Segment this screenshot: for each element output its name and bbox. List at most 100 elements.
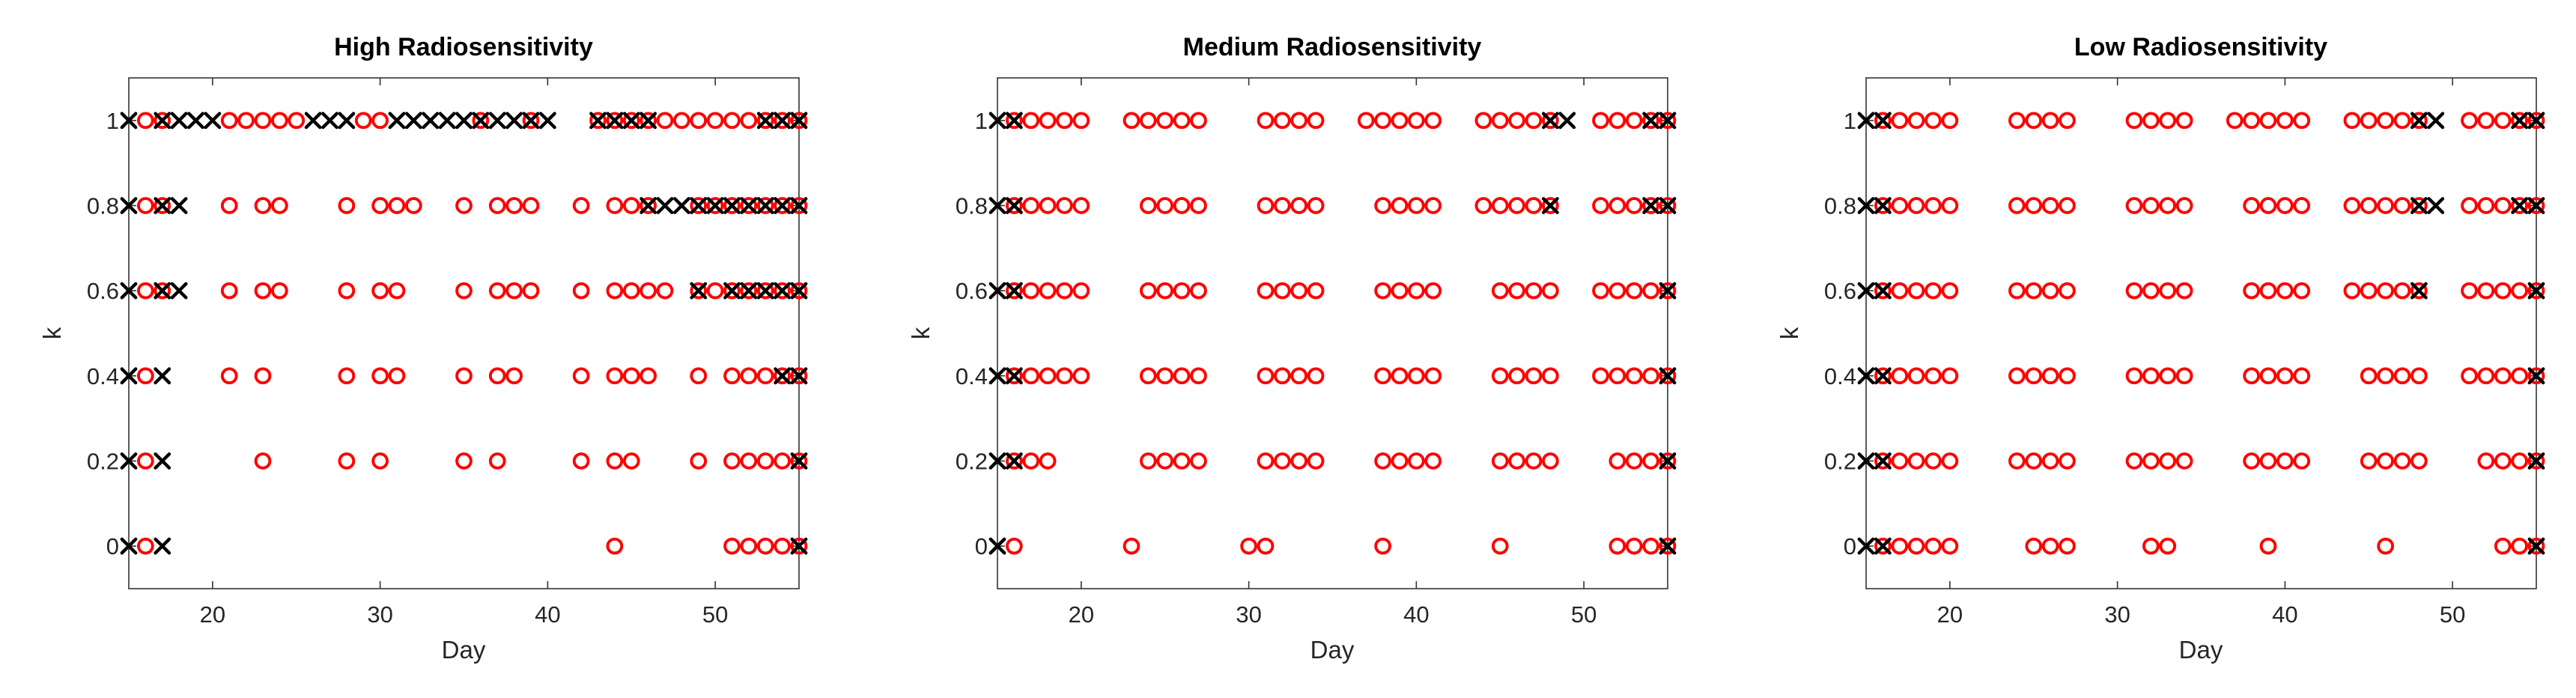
circle-marker	[2360, 367, 2378, 385]
circle-marker	[1907, 197, 1925, 214]
circle-marker	[2243, 112, 2260, 130]
circle-marker	[1891, 197, 1909, 214]
x-tick-label: 50	[2440, 601, 2465, 628]
circle-marker	[622, 197, 640, 214]
circle-marker	[1609, 537, 1626, 555]
cross-marker	[790, 452, 808, 470]
circle-marker	[154, 112, 171, 130]
circle-marker	[1941, 367, 1959, 385]
cross-marker	[1659, 197, 1677, 214]
circle-marker	[640, 282, 657, 300]
circle-marker	[2142, 197, 2160, 214]
scatter-plot-1: 20 30 40 50 0 0.2 0.4 0.6 0.8 1	[956, 77, 1677, 628]
cross-marker	[488, 112, 506, 130]
cross-marker	[522, 112, 540, 130]
circle-marker	[1609, 367, 1626, 385]
circle-marker	[137, 452, 154, 470]
cross-marker	[706, 197, 724, 214]
circle-marker	[2527, 452, 2545, 470]
circle-marker	[1072, 112, 1090, 130]
circle-marker	[2059, 367, 2076, 385]
cross-marker	[187, 112, 204, 130]
circle-marker	[1508, 452, 1525, 470]
cross-marker	[1005, 282, 1023, 300]
circle-marker	[522, 112, 540, 130]
cross-marker	[774, 282, 792, 300]
circle-marker	[220, 367, 238, 385]
circle-marker	[1123, 112, 1140, 130]
cross-marker	[120, 537, 138, 555]
circle-marker	[622, 452, 640, 470]
cross-marker	[988, 367, 1006, 385]
circle-marker	[2293, 282, 2311, 300]
red-circles-layer	[1006, 112, 1677, 555]
tick-marks	[129, 78, 799, 589]
circle-marker	[756, 282, 774, 300]
circle-marker	[371, 452, 389, 470]
y-tick-label: 0.2	[87, 449, 119, 475]
cross-marker	[422, 112, 440, 130]
plot-title-high: High Radiosensitivity	[334, 33, 593, 61]
circle-marker	[2461, 367, 2478, 385]
circle-marker	[2025, 197, 2043, 214]
circle-marker	[1290, 452, 1308, 470]
x-tick-label: 20	[1937, 601, 1963, 628]
circle-marker	[1508, 112, 1525, 130]
y-tick-label: 0.2	[1824, 449, 1856, 475]
cross-marker	[338, 112, 356, 130]
circle-marker	[1525, 112, 1543, 130]
circle-marker	[790, 282, 808, 300]
x-axis-label-medium: Day	[1310, 636, 1355, 664]
circle-marker	[1006, 367, 1023, 385]
circle-marker	[2511, 282, 2528, 300]
circle-marker	[1424, 367, 1442, 385]
cross-marker	[120, 197, 138, 214]
circle-marker	[154, 282, 171, 300]
circle-marker	[1474, 112, 1492, 130]
circle-marker	[1274, 367, 1291, 385]
cross-marker	[2410, 112, 2428, 130]
circle-marker	[723, 452, 741, 470]
circle-marker	[2527, 282, 2545, 300]
x-tick-label: 30	[1236, 601, 1261, 628]
circle-marker	[1039, 452, 1057, 470]
circle-marker	[1408, 452, 1425, 470]
cross-marker	[2527, 112, 2545, 130]
circle-marker	[1609, 282, 1626, 300]
circle-marker	[640, 367, 657, 385]
circle-marker	[371, 282, 389, 300]
circle-marker	[756, 112, 774, 130]
cross-marker	[455, 112, 473, 130]
circle-marker	[622, 367, 640, 385]
circle-marker	[1925, 537, 1942, 555]
circle-marker	[2461, 197, 2478, 214]
circle-marker	[1190, 112, 1207, 130]
x-tick-label: 30	[2104, 601, 2130, 628]
circle-marker	[1491, 197, 1509, 214]
circle-marker	[1642, 537, 1659, 555]
circle-marker	[1022, 452, 1040, 470]
circle-marker	[1274, 282, 1291, 300]
circle-marker	[1190, 282, 1207, 300]
circle-marker	[522, 282, 540, 300]
circle-marker	[1374, 537, 1391, 555]
circle-marker	[388, 367, 406, 385]
circle-marker	[2293, 112, 2311, 130]
circle-marker	[2393, 112, 2411, 130]
circle-marker	[1525, 197, 1543, 214]
circle-marker	[1022, 282, 1040, 300]
circle-marker	[2527, 367, 2545, 385]
circle-marker	[2494, 282, 2512, 300]
circle-marker	[2243, 367, 2260, 385]
circle-marker	[455, 197, 473, 214]
circle-marker	[1508, 367, 1525, 385]
circle-marker	[723, 112, 741, 130]
circle-marker	[2125, 197, 2143, 214]
circle-marker	[2125, 367, 2143, 385]
circle-marker	[740, 197, 758, 214]
circle-marker	[1072, 282, 1090, 300]
circle-marker	[1659, 197, 1677, 214]
circle-marker	[1307, 282, 1325, 300]
circle-marker	[2142, 537, 2160, 555]
circle-marker	[2059, 282, 2076, 300]
